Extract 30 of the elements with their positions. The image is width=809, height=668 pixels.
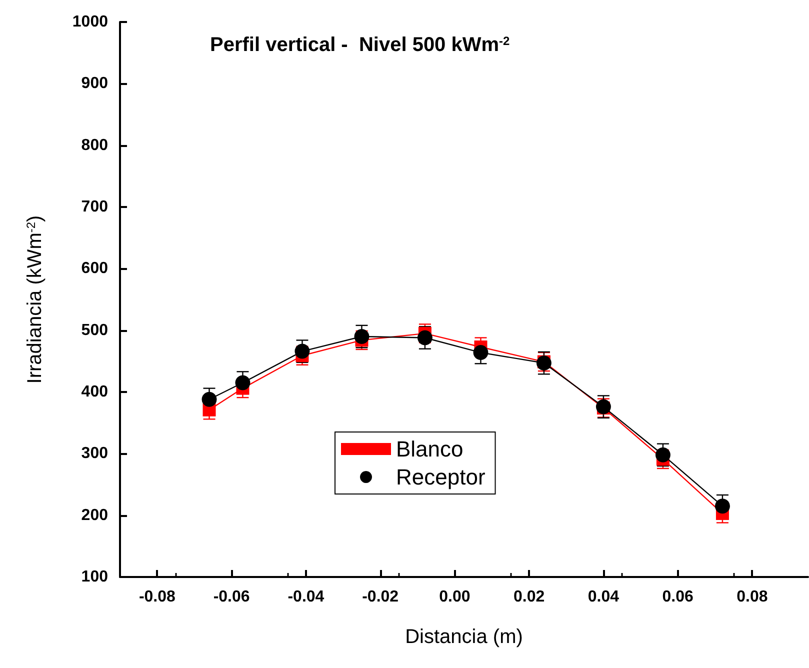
y-axis-title: Irradiancia (kWm-2): [24, 215, 46, 384]
point: [202, 392, 217, 407]
x-tick-label: 0.02: [514, 588, 545, 606]
point: [655, 447, 670, 462]
point: [417, 330, 432, 346]
legend-label: Receptor: [396, 464, 486, 490]
y-tick-label: 1000: [72, 14, 108, 30]
y-tick-label: 500: [81, 322, 108, 339]
y-tick-label: 900: [81, 75, 108, 92]
x-tick-label: -0.06: [213, 588, 250, 606]
x-tick-label: 0.04: [588, 588, 620, 606]
y-tick-label: 400: [81, 384, 108, 400]
x-tick-label: 0.08: [736, 588, 768, 606]
y-tick-label: 200: [81, 506, 108, 524]
y-tick-label: 700: [81, 198, 108, 216]
x-tick-label: -0.02: [362, 588, 399, 606]
y-tick-label: 300: [81, 445, 108, 462]
x-tick-label: 0.00: [439, 588, 470, 606]
point: [294, 344, 310, 359]
y-tick-label: 600: [81, 260, 108, 278]
x-tick-label: -0.08: [138, 588, 176, 606]
y-tick-label: 800: [81, 136, 108, 154]
x-tick-label: -0.04: [288, 588, 324, 606]
x-tick-label: 0.06: [662, 588, 694, 606]
legend-label: Blanco: [396, 436, 464, 462]
x-axis-title: Distancia (m): [405, 626, 523, 648]
point: [536, 356, 552, 371]
point: [714, 498, 730, 514]
point: [354, 329, 370, 344]
y-tick-label: 100: [81, 568, 108, 586]
